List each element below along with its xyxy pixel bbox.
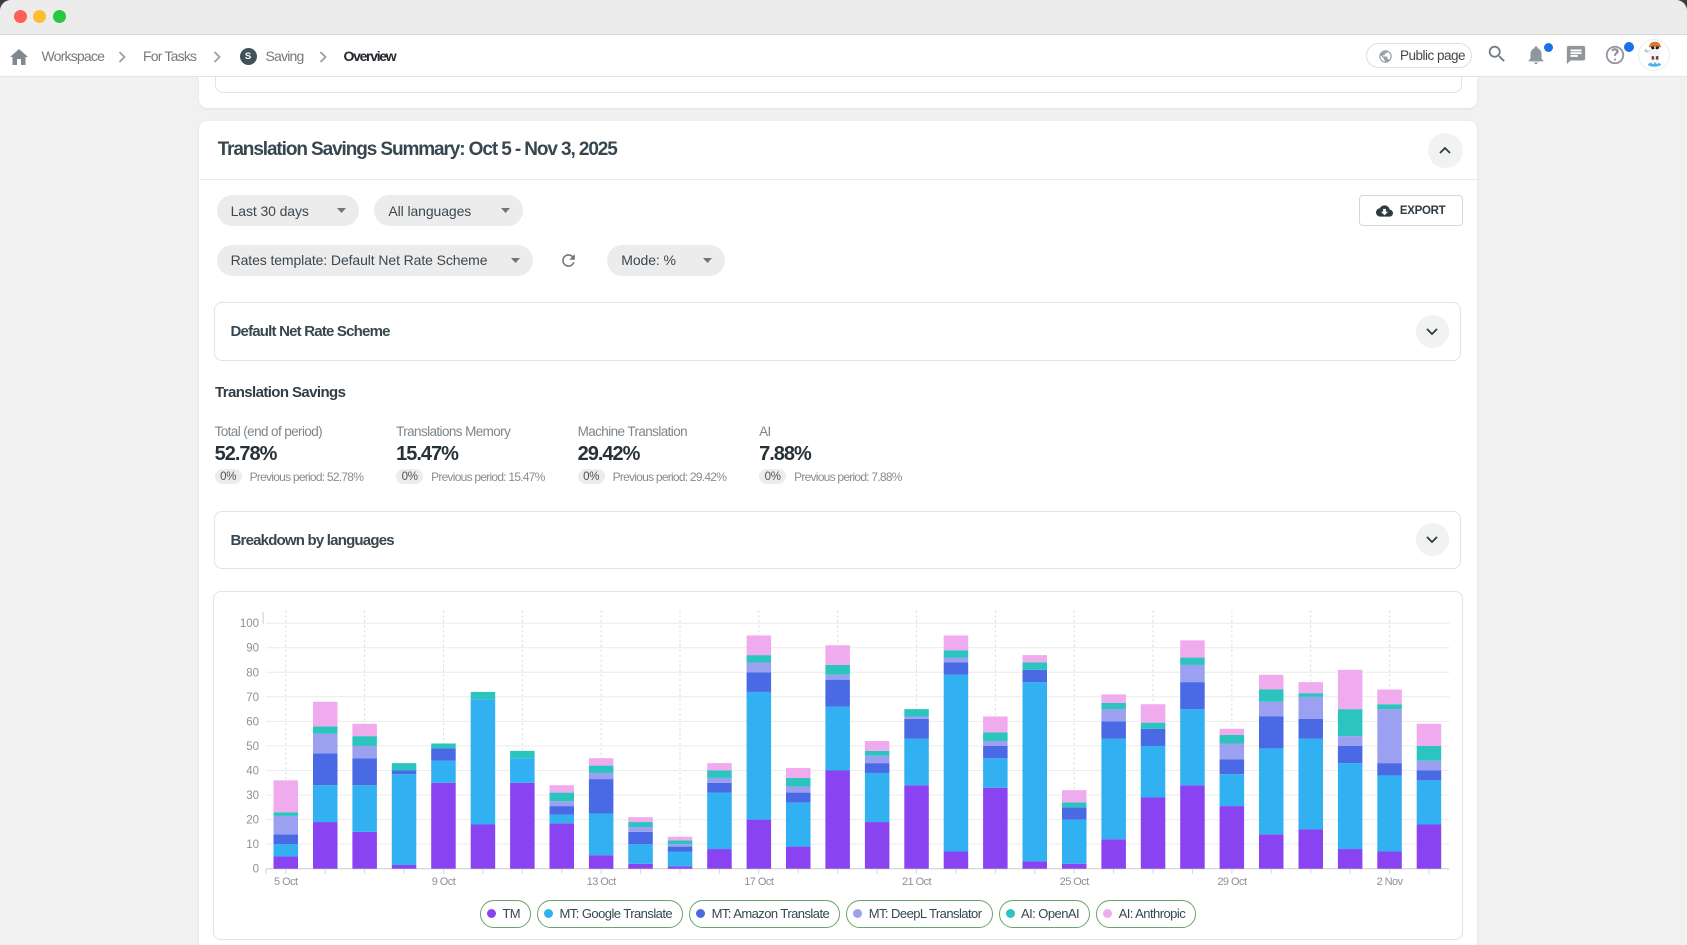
svg-text:0: 0 — [253, 864, 259, 876]
svg-text:5 Oct: 5 Oct — [274, 876, 298, 888]
svg-text:100: 100 — [240, 618, 259, 630]
svg-text:30: 30 — [246, 790, 259, 802]
svg-text:21 Oct: 21 Oct — [902, 876, 932, 888]
svg-text:17 Oct: 17 Oct — [744, 876, 774, 888]
svg-text:40: 40 — [246, 766, 259, 778]
svg-text:80: 80 — [246, 667, 259, 679]
svg-text:60: 60 — [246, 717, 259, 729]
svg-text:70: 70 — [246, 692, 259, 704]
svg-text:9 Oct: 9 Oct — [432, 876, 456, 888]
svg-text:2 Nov: 2 Nov — [1377, 876, 1404, 888]
svg-text:20: 20 — [246, 815, 259, 827]
svg-text:50: 50 — [246, 741, 259, 753]
svg-text:90: 90 — [246, 643, 259, 655]
svg-text:13 Oct: 13 Oct — [587, 876, 617, 888]
svg-text:29 Oct: 29 Oct — [1217, 876, 1247, 888]
svg-text:10: 10 — [246, 839, 259, 851]
svg-text:25 Oct: 25 Oct — [1060, 876, 1090, 888]
